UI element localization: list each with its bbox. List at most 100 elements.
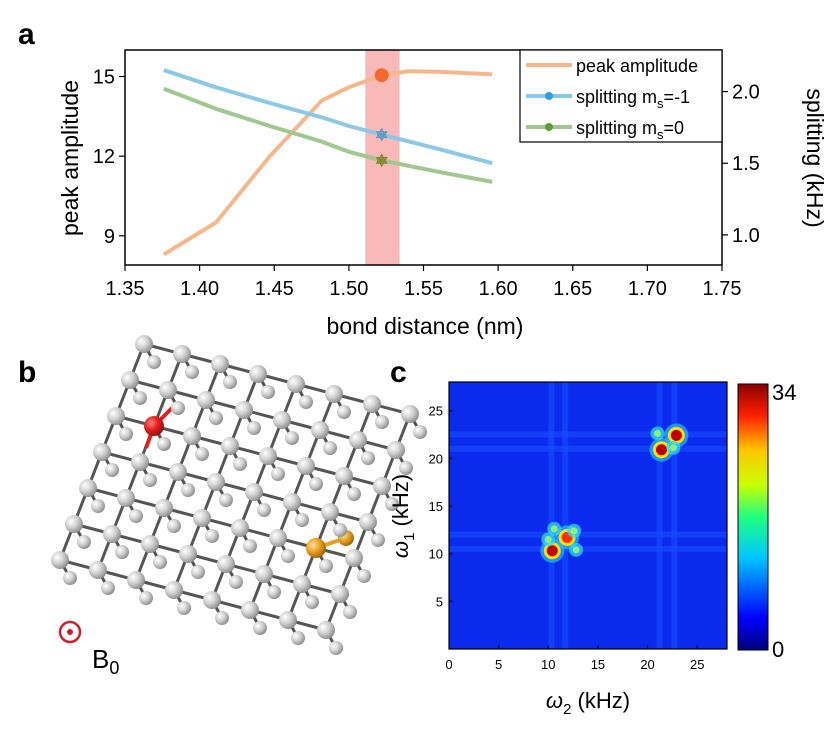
heatmap-satellite (666, 440, 681, 455)
lattice-atom (159, 381, 177, 399)
lattice-atom (295, 513, 309, 527)
lattice-atom (197, 391, 215, 409)
heatmap-x-tick-label: 0 (445, 657, 452, 672)
lattice-atom (321, 503, 339, 521)
lattice-atom (293, 575, 311, 593)
lattice-atom (195, 447, 209, 461)
lattice-atom (335, 467, 353, 485)
lattice-atom (331, 585, 349, 603)
lattice-atom (157, 437, 171, 451)
lattice-atom (325, 385, 343, 403)
lattice-atom (147, 355, 161, 369)
x-tick-label: 1.55 (404, 278, 443, 300)
heatmap-y-tick-label: 5 (436, 594, 443, 609)
lattice-atom (319, 559, 333, 573)
lattice-atom (221, 437, 239, 455)
heatmap-peak (649, 437, 674, 462)
lattice-atom (387, 441, 405, 459)
heatmap-x-tick-label: 20 (640, 657, 654, 672)
lattice-atom (133, 391, 147, 405)
lattice-atom (347, 487, 361, 501)
lattice-atom (121, 371, 139, 389)
heatmap-streak (449, 545, 727, 552)
lattice-atom (205, 529, 219, 543)
lattice-atom (229, 575, 243, 589)
series-splitting-m1 (163, 68, 493, 166)
lattice-atom (183, 427, 201, 445)
lattice-atom (181, 483, 195, 497)
lattice-atom (219, 493, 233, 507)
lattice-atom (311, 421, 329, 439)
lattice-atom (211, 355, 229, 373)
lattice-atom (101, 581, 115, 595)
lattice-atom (233, 457, 247, 471)
heatmap-streak (548, 382, 555, 649)
lattice-atom (287, 375, 305, 393)
lattice-atom (169, 463, 187, 481)
heatmap-chart: 0 5 10 15 20 25 5 10 15 20 25 ω2 (kHz) ω1 (kHz) 34… (388, 380, 796, 718)
lattice-atom (51, 551, 69, 569)
lattice-atom (401, 405, 419, 423)
marker-splitting-m0 (375, 153, 388, 168)
heatmap-x-tick-label: 5 (495, 657, 502, 672)
legend-label-peak: peak amplitude (576, 56, 698, 76)
lattice-atom (305, 595, 319, 609)
lattice-atom (359, 513, 377, 531)
heatmap-x-tick-label: 25 (690, 657, 704, 672)
marker-peak-amplitude (374, 68, 389, 83)
heatmap-y-tick-label: 15 (429, 499, 443, 514)
lattice-atom (217, 555, 235, 573)
panel-label-c: c (390, 356, 407, 389)
series-splitting-m0 (163, 86, 493, 184)
lattice-atom (329, 641, 343, 655)
lattice-atom (245, 483, 263, 501)
lattice-atom (223, 375, 237, 389)
heatmap-background (449, 382, 727, 649)
lattice-atom (141, 535, 159, 553)
heatmap-streak (449, 445, 727, 452)
y2-tick-label: 2.0 (732, 82, 760, 104)
panel-label-b: b (18, 356, 36, 389)
lattice-atom (139, 591, 153, 605)
heatmap-streak (656, 382, 663, 649)
lattice-atom (323, 441, 337, 455)
lattice-structure: B0 (51, 335, 427, 678)
lattice-atom (283, 493, 301, 511)
lattice-atom (143, 473, 157, 487)
lattice-atom (63, 571, 77, 585)
lattice-atom (93, 443, 111, 461)
b0-symbol: B0 (58, 620, 119, 678)
defect-atom-gold (306, 538, 326, 558)
lattice-atom (243, 539, 257, 553)
lattice-atom (375, 415, 389, 429)
lattice-atom (257, 503, 271, 517)
y2-tick-label: 1.5 (732, 153, 760, 175)
lattice-atom (299, 395, 313, 409)
x-tick-label: 1.65 (553, 278, 592, 300)
lattice-atom (107, 407, 125, 425)
heatmap-y-tick-label: 25 (429, 404, 443, 419)
heatmap-satellite (650, 426, 665, 441)
b0-field-dot (67, 629, 73, 635)
lattice-atom (65, 515, 83, 533)
legend-marker-m1 (545, 92, 553, 100)
lattice-atom (371, 533, 385, 547)
lattice-atom (89, 561, 107, 579)
lattice-atom (253, 621, 267, 635)
lattice-atom (191, 565, 205, 579)
lattice-atom (165, 581, 183, 599)
lattice-atom (281, 549, 295, 563)
heatmap-y-tick-label: 10 (429, 547, 443, 562)
b0-field-icon (58, 620, 82, 644)
lattice-atom (203, 591, 221, 609)
lattice-atom (271, 467, 285, 481)
lattice-atom (279, 611, 297, 629)
lattice-atom (117, 489, 135, 507)
heatmap-satellite (567, 523, 582, 538)
lattice-atom (343, 605, 357, 619)
lattice-atom (345, 549, 363, 567)
series-peak-amplitude (162, 69, 493, 257)
lattice-atom (103, 525, 121, 543)
b0-label: B0 (92, 644, 119, 678)
lattice-atom (185, 365, 199, 379)
